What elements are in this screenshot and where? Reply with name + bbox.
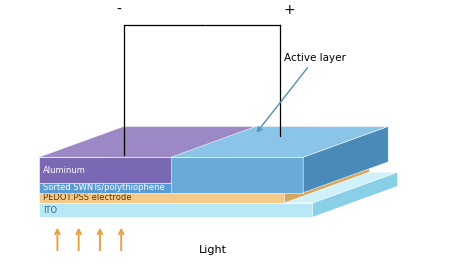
Polygon shape — [313, 172, 398, 217]
Text: PEDOT:PSS electrode: PEDOT:PSS electrode — [43, 193, 132, 202]
Text: Sorted SWNTs/polythiophene: Sorted SWNTs/polythiophene — [43, 183, 165, 192]
Polygon shape — [303, 126, 388, 193]
Polygon shape — [38, 203, 313, 217]
Text: -: - — [117, 3, 121, 17]
Polygon shape — [38, 193, 284, 203]
Polygon shape — [38, 162, 369, 193]
Polygon shape — [38, 172, 398, 203]
Text: +: + — [283, 3, 295, 17]
Text: Aluminum: Aluminum — [43, 166, 86, 175]
Polygon shape — [228, 126, 313, 183]
Polygon shape — [38, 152, 341, 183]
Text: ITO: ITO — [43, 206, 57, 215]
Polygon shape — [171, 157, 303, 193]
Text: Active layer: Active layer — [258, 53, 346, 131]
Polygon shape — [38, 126, 313, 157]
Polygon shape — [171, 126, 388, 157]
Text: Light: Light — [199, 246, 227, 256]
Polygon shape — [38, 157, 228, 183]
Polygon shape — [284, 162, 369, 203]
Polygon shape — [256, 152, 341, 193]
Polygon shape — [38, 183, 256, 193]
